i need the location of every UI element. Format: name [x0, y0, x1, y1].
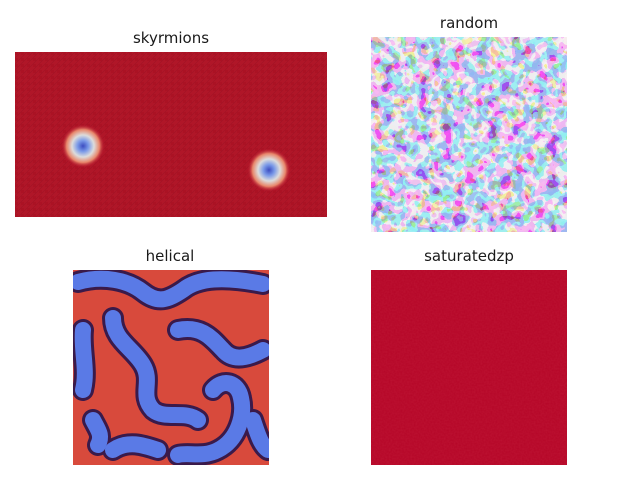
panel-title-saturatedzp: saturatedzp: [424, 247, 514, 265]
skyrmion-right: [247, 148, 291, 192]
saturatedzp-image: [371, 270, 567, 465]
skyrmion-left: [61, 124, 105, 168]
panel-title-helical: helical: [145, 247, 195, 265]
random-image: [371, 37, 567, 232]
helical-image: [73, 270, 269, 465]
skyrmions-image: [15, 52, 327, 217]
panel-title-skyrmions: skyrmions: [132, 29, 210, 47]
panel-title-random: random: [439, 14, 499, 32]
